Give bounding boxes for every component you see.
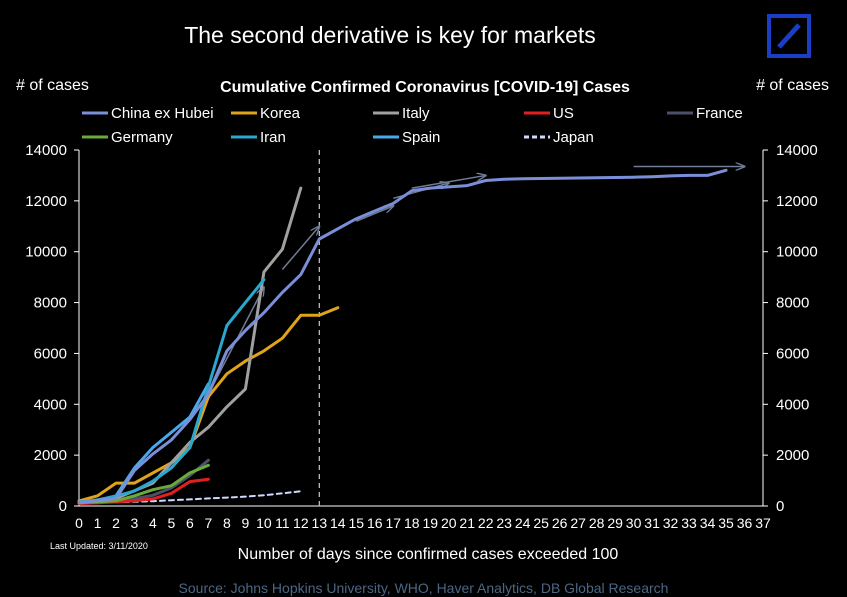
x-tick-label: 31	[644, 515, 660, 531]
x-tick-label: 12	[293, 515, 309, 531]
series-line-italy	[77, 186, 303, 504]
x-tick-label: 21	[459, 515, 475, 531]
x-tick-label: 11	[275, 515, 290, 531]
trend-arrow	[281, 226, 319, 271]
y-axis-label-left: # of cases	[16, 77, 89, 94]
x-tick-label: 30	[626, 515, 642, 531]
x-tick-label: 24	[515, 515, 531, 531]
legend-label-korea: Korea	[260, 105, 301, 122]
x-tick-label: 29	[607, 515, 623, 531]
x-tick-label: 6	[186, 515, 194, 531]
y-tick-label-left: 6000	[34, 345, 67, 362]
x-tick-label: 23	[496, 515, 512, 531]
y-axis-label-right: # of cases	[756, 77, 829, 94]
x-tick-label: 2	[112, 515, 120, 531]
x-tick-label: 14	[330, 515, 346, 531]
y-tick-label-right: 6000	[776, 345, 809, 362]
x-tick-label: 15	[349, 515, 365, 531]
x-tick-label: 8	[223, 515, 231, 531]
x-axis-label: Number of days since confirmed cases exc…	[238, 546, 619, 563]
x-tick-label: 32	[663, 515, 679, 531]
legend-label-china-ex-hubei: China ex Hubei	[111, 105, 214, 122]
x-tick-label: 19	[422, 515, 438, 531]
x-tick-label: 13	[312, 515, 328, 531]
last-updated-note: Last Updated: 3/11/2020	[50, 541, 148, 551]
x-tick-label: 10	[256, 515, 272, 531]
y-tick-label-left: 2000	[34, 447, 67, 464]
series-line-iran	[77, 278, 266, 504]
x-tick-label: 25	[533, 515, 549, 531]
x-tick-label: 0	[75, 515, 83, 531]
y-tick-label-right: 2000	[776, 447, 809, 464]
chart-title: Cumulative Confirmed Coronavirus [COVID-…	[220, 79, 630, 96]
db-logo-icon	[767, 14, 811, 58]
legend-label-spain: Spain	[402, 129, 440, 146]
x-tick-label: 35	[718, 515, 734, 531]
x-tick-label: 34	[700, 515, 716, 531]
x-tick-label: 26	[552, 515, 568, 531]
x-tick-label: 7	[205, 515, 213, 531]
series-line-china-ex-hubei	[77, 168, 728, 505]
x-tick-label: 27	[570, 515, 586, 531]
y-tick-label-left: 12000	[25, 193, 67, 210]
y-tick-label-right: 12000	[776, 193, 818, 210]
x-tick-label: 9	[241, 515, 249, 531]
x-tick-label: 37	[755, 515, 771, 531]
y-tick-label-right: 0	[776, 498, 784, 515]
y-tick-label-left: 10000	[25, 244, 67, 261]
trend-arrow	[356, 206, 393, 222]
x-tick-label: 1	[94, 515, 102, 531]
series-line-korea	[77, 306, 340, 503]
x-tick-label: 5	[168, 515, 176, 531]
x-tick-label: 28	[589, 515, 605, 531]
footer-source: Source: Johns Hopkins University, WHO, H…	[178, 580, 669, 596]
y-tick-label-left: 14000	[25, 142, 67, 159]
trend-arrow	[411, 175, 486, 189]
y-tick-label-left: 0	[59, 498, 67, 515]
legend-label-us: US	[553, 105, 574, 122]
x-tick-label: 33	[681, 515, 697, 531]
y-tick-label-right: 4000	[776, 396, 809, 413]
x-tick-label: 16	[367, 515, 383, 531]
legend-label-italy: Italy	[402, 105, 430, 122]
x-tick-label: 4	[149, 515, 157, 531]
y-tick-label-right: 8000	[776, 295, 809, 312]
legend-label-france: France	[696, 105, 743, 122]
legend-label-japan: Japan	[553, 129, 594, 146]
legend-label-germany: Germany	[111, 129, 173, 146]
legend-label-iran: Iran	[260, 129, 286, 146]
x-tick-label: 18	[404, 515, 420, 531]
x-tick-label: 17	[385, 515, 401, 531]
x-tick-label: 36	[737, 515, 753, 531]
page-title: The second derivative is key for markets	[184, 22, 596, 48]
x-tick-label: 20	[441, 515, 457, 531]
y-tick-label-left: 4000	[34, 396, 67, 413]
x-tick-label: 3	[131, 515, 139, 531]
x-tick-label: 22	[478, 515, 494, 531]
y-tick-label-left: 8000	[34, 295, 67, 312]
y-tick-label-right: 14000	[776, 142, 818, 159]
y-tick-label-right: 10000	[776, 244, 818, 261]
